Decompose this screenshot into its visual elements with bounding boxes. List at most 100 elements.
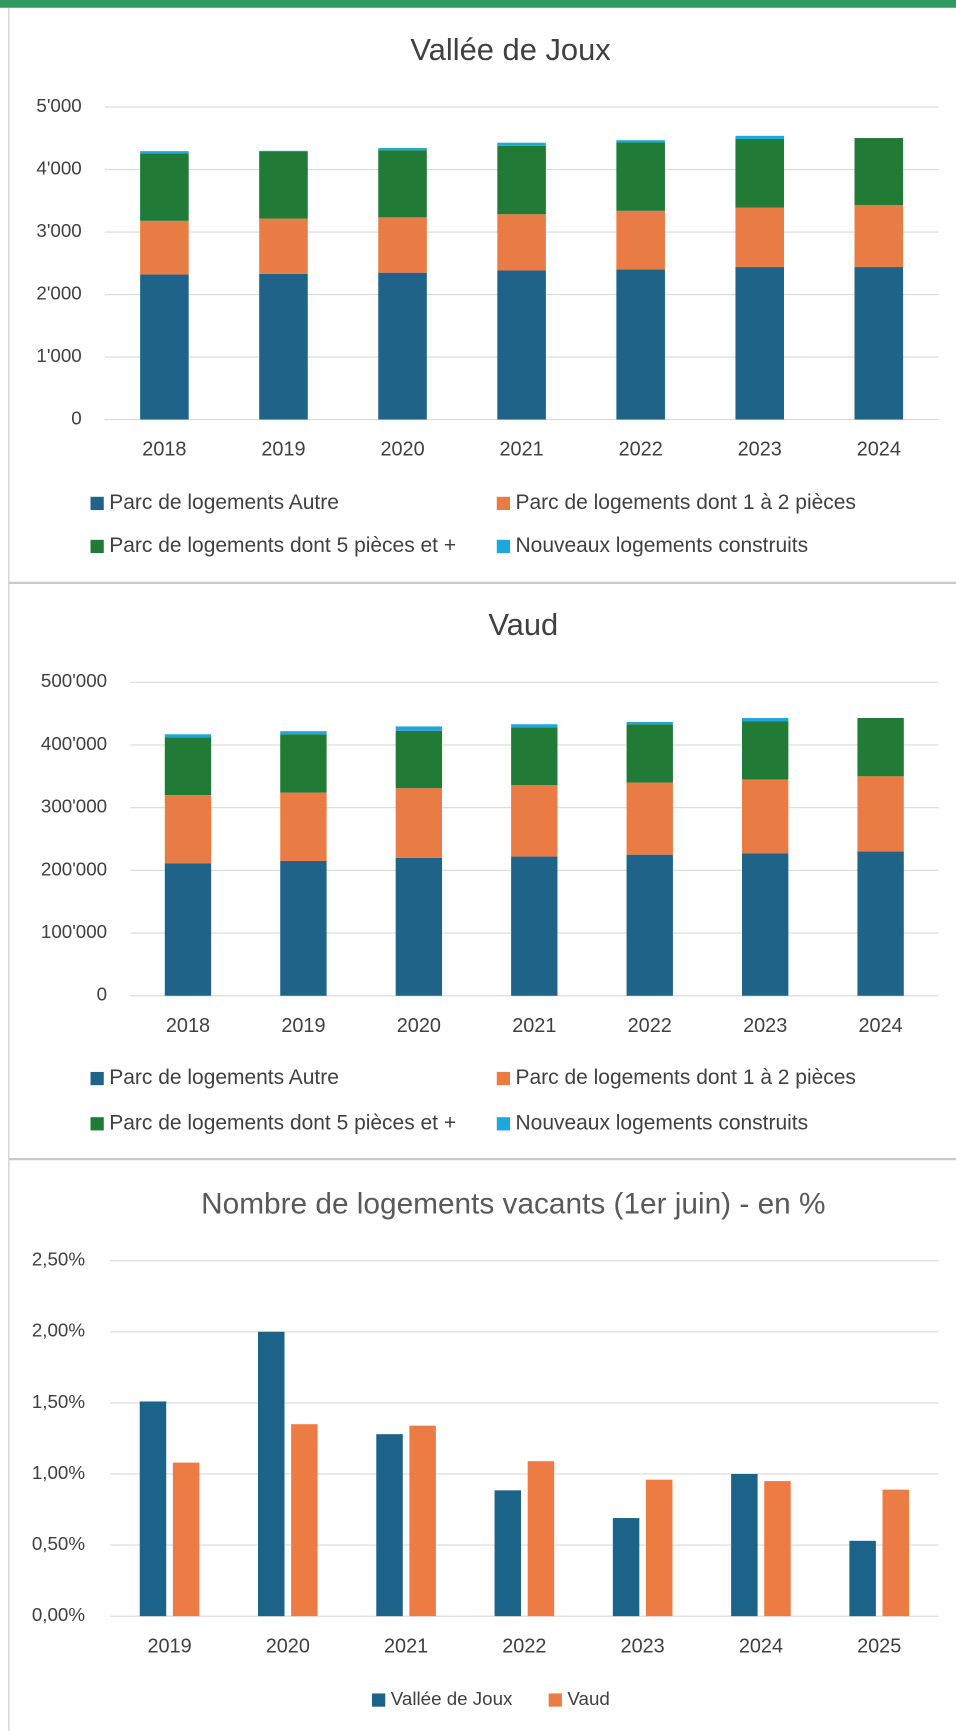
bar	[731, 1473, 758, 1617]
x-tick-label: 2023	[621, 1635, 665, 1657]
x-tick-label: 2023	[743, 1015, 787, 1037]
bar	[376, 1434, 403, 1617]
legend-swatch	[496, 1117, 511, 1131]
bar-segment	[378, 148, 427, 151]
x-tick-label: 2018	[142, 439, 186, 461]
y-tick-label: 1,00%	[32, 1462, 85, 1483]
bar-segment	[735, 207, 785, 268]
y-tick-label: 5'000	[36, 95, 81, 116]
chart-title: Nombre de logements vacants (1er juin) -…	[201, 1187, 825, 1220]
legend-label: Vallée de Joux	[391, 1688, 513, 1709]
x-tick-label: 2020	[380, 439, 424, 461]
bar-segment	[741, 717, 789, 722]
y-tick-label: 0	[97, 984, 107, 1005]
bar-segment	[280, 731, 327, 735]
bar-segment	[616, 210, 665, 270]
x-tick-label: 2024	[859, 1015, 903, 1037]
x-tick-label: 2019	[261, 439, 305, 461]
legend-label: Parc de logements dont 5 pièces et +	[109, 1111, 456, 1134]
bar-segment	[378, 150, 427, 218]
bar-segment	[616, 142, 665, 211]
bar-segment	[857, 717, 904, 777]
x-tick-label: 2020	[266, 1635, 310, 1657]
bar	[494, 1490, 522, 1617]
legend-label: Parc de logements Autre	[109, 1066, 339, 1089]
bar-segment	[741, 853, 789, 996]
bar-segment	[626, 722, 673, 725]
legend-swatch	[90, 496, 104, 511]
bar-segment	[259, 150, 308, 152]
x-tick-label: 2018	[166, 1015, 210, 1037]
legend-swatch	[90, 1071, 104, 1086]
bar-segment	[140, 153, 189, 221]
legend-swatch	[90, 539, 104, 554]
bar-segment	[378, 272, 427, 420]
bar-segment	[741, 779, 789, 854]
x-tick-label: 2023	[738, 439, 782, 461]
x-tick-label: 2024	[739, 1635, 783, 1657]
bar-segment	[735, 138, 785, 208]
x-tick-label: 2022	[619, 439, 663, 461]
bar-segment	[735, 267, 785, 420]
legend-label: Parc de logements dont 1 à 2 pièces	[516, 491, 856, 514]
legend-swatch	[496, 496, 511, 511]
x-tick-label: 2022	[502, 1635, 546, 1657]
bar-segment	[511, 727, 558, 786]
bar-segment	[626, 724, 673, 783]
bar-segment	[395, 857, 443, 996]
y-tick-label: 2'000	[36, 283, 81, 304]
bar-segment	[854, 138, 904, 206]
bar-segment	[280, 792, 327, 861]
bar-segment	[164, 737, 212, 796]
bar-segment	[735, 135, 785, 139]
x-tick-label: 2019	[281, 1015, 325, 1037]
bar-segment	[511, 724, 558, 728]
y-tick-label: 4'000	[36, 158, 81, 179]
bar-segment	[140, 220, 189, 275]
bar	[291, 1424, 318, 1617]
bar-segment	[259, 218, 308, 274]
legend-label: Nouveaux logements construits	[516, 1111, 809, 1134]
y-tick-label: 300'000	[41, 796, 107, 817]
legend-label: Parc de logements dont 5 pièces et +	[109, 534, 456, 557]
bar-segment	[280, 860, 327, 996]
bar-segment	[497, 145, 546, 215]
bar-segment	[854, 205, 904, 268]
y-tick-label: 2,50%	[32, 1249, 85, 1270]
bar-segment	[741, 721, 789, 780]
x-tick-label: 2021	[500, 439, 544, 461]
bar	[172, 1462, 200, 1617]
bar-segment	[140, 274, 189, 420]
bar	[258, 1331, 285, 1617]
bar-segment	[395, 726, 443, 731]
legend-swatch	[496, 1071, 511, 1086]
legend-label: Nouveaux logements construits	[516, 534, 809, 557]
bar-segment	[854, 267, 904, 420]
x-tick-label: 2021	[512, 1015, 556, 1037]
legend-swatch	[548, 1693, 562, 1707]
y-tick-label: 1,50%	[32, 1391, 85, 1412]
legend-swatch	[90, 1117, 104, 1131]
bar-segment	[395, 730, 443, 789]
bar-segment	[511, 785, 558, 857]
bar-segment	[497, 142, 546, 146]
bar-segment	[626, 854, 673, 996]
bar-segment	[164, 734, 212, 738]
chart-title: Vallée de Joux	[410, 32, 611, 67]
bar	[882, 1489, 910, 1617]
y-tick-label: 400'000	[41, 733, 107, 754]
legend-label: Parc de logements dont 1 à 2 pièces	[516, 1066, 856, 1089]
x-tick-label: 2025	[857, 1635, 901, 1657]
bar-segment	[280, 734, 327, 793]
bar	[409, 1425, 436, 1617]
x-tick-label: 2022	[628, 1015, 672, 1037]
x-tick-label: 2021	[384, 1635, 428, 1657]
chart-title: Vaud	[488, 607, 558, 642]
x-tick-label: 2020	[397, 1015, 441, 1037]
y-tick-label: 2,00%	[32, 1320, 85, 1341]
legend-label: Vaud	[567, 1688, 609, 1709]
bar-segment	[259, 273, 308, 420]
bar-segment	[378, 217, 427, 273]
header-bar	[0, 0, 956, 8]
